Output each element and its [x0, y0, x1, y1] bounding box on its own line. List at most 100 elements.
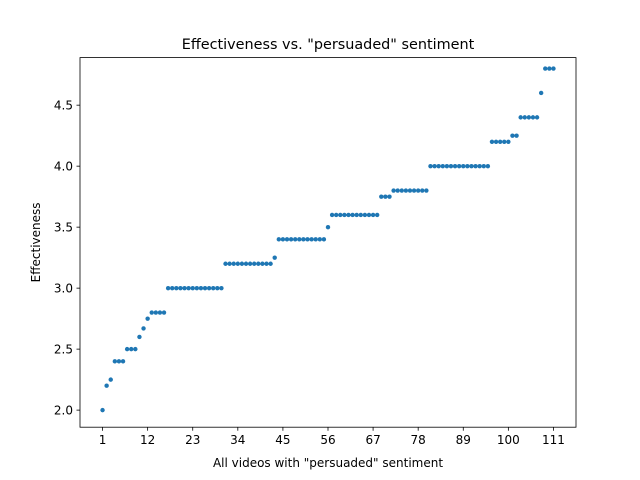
x-tick-label: 67 [365, 433, 380, 447]
data-point [178, 285, 183, 291]
data-point [551, 66, 556, 71]
data-point [465, 163, 470, 169]
y-axis-ticks: 2.0 2.5 3.0 3.5 4.0 4.5 [54, 98, 80, 417]
plot-frame [79, 57, 577, 428]
data-point [354, 212, 359, 218]
data-point [100, 407, 105, 413]
data-point [149, 310, 154, 315]
data-point [243, 261, 249, 266]
y-tick-label: 3.5 [54, 220, 73, 234]
data-point [329, 212, 335, 218]
y-tick-label: 4.5 [54, 98, 73, 112]
data-point [104, 383, 109, 388]
data-point [293, 237, 298, 242]
y-tick-label: 2.5 [54, 342, 73, 356]
y-tick-label: 3.0 [54, 281, 73, 295]
data-point [145, 316, 150, 321]
data-point [534, 115, 540, 120]
data-point [424, 188, 429, 193]
data-point [440, 163, 445, 169]
data-point [366, 212, 372, 218]
x-tick-label: 45 [275, 433, 290, 447]
data-point [473, 163, 478, 169]
x-tick-label: 111 [542, 433, 565, 447]
data-point [338, 212, 343, 218]
data-point [112, 359, 118, 364]
data-point [518, 115, 523, 120]
data-point [502, 139, 507, 144]
data-point [325, 224, 331, 230]
data-point [194, 285, 200, 291]
data-point [268, 261, 273, 266]
data-point [252, 261, 257, 266]
data-point [526, 115, 532, 120]
data-point [420, 188, 425, 193]
x-axis-label: All videos with "persuaded" sentiment [213, 456, 443, 470]
data-point [227, 261, 232, 266]
data-point [141, 326, 146, 331]
data-point [448, 163, 454, 169]
data-point [153, 310, 159, 315]
data-point [514, 133, 519, 138]
data-point [403, 188, 409, 193]
data-point [399, 188, 404, 193]
data-point [415, 188, 421, 193]
data-point [538, 90, 544, 96]
data-point [485, 163, 491, 169]
data-point [161, 310, 167, 315]
data-point [313, 237, 318, 242]
data-point [432, 163, 437, 169]
data-point [256, 261, 261, 266]
data-point [493, 139, 499, 144]
data-point [133, 346, 138, 352]
data-point [235, 261, 241, 266]
data-point [231, 261, 236, 266]
data-point [211, 285, 216, 291]
data-point [497, 139, 503, 144]
data-point [543, 66, 548, 71]
chart-title: Effectiveness vs. "persuaded" sentiment [182, 37, 475, 53]
data-point [362, 212, 368, 218]
data-point [387, 194, 392, 199]
data-point [489, 139, 495, 144]
data-point [272, 255, 277, 260]
data-point [276, 237, 282, 242]
data-point [530, 115, 536, 120]
data-point [477, 163, 482, 169]
data-point [407, 188, 413, 193]
x-tick-label: 100 [497, 433, 520, 447]
data-point [321, 237, 327, 242]
data-point [370, 212, 376, 218]
data-point [157, 310, 163, 315]
x-tick-label: 56 [320, 433, 335, 447]
data-point [395, 188, 400, 193]
y-tick-label: 4.0 [54, 159, 73, 173]
data-point [120, 359, 126, 364]
data-point [174, 285, 179, 291]
data-point [374, 212, 380, 218]
data-point [383, 194, 388, 199]
data-point [280, 237, 286, 242]
data-point [124, 346, 130, 352]
data-point [334, 212, 339, 218]
data-point [215, 285, 220, 291]
data-point [129, 346, 134, 352]
data-point [206, 285, 212, 291]
x-tick-label: 1 [99, 433, 107, 447]
y-axis-label: Effectiveness [29, 202, 43, 282]
x-tick-label: 34 [230, 433, 245, 447]
y-tick-label: 2.0 [54, 403, 73, 417]
data-point [190, 285, 195, 291]
data-point [264, 261, 269, 266]
data-point [452, 163, 458, 169]
data-point [456, 163, 462, 169]
data-point [301, 237, 306, 242]
data-point [202, 285, 208, 291]
data-point [461, 163, 466, 169]
data-point [309, 237, 314, 242]
data-point [219, 285, 224, 291]
data-point [170, 285, 175, 291]
data-point [481, 163, 486, 169]
data-point [247, 261, 253, 266]
